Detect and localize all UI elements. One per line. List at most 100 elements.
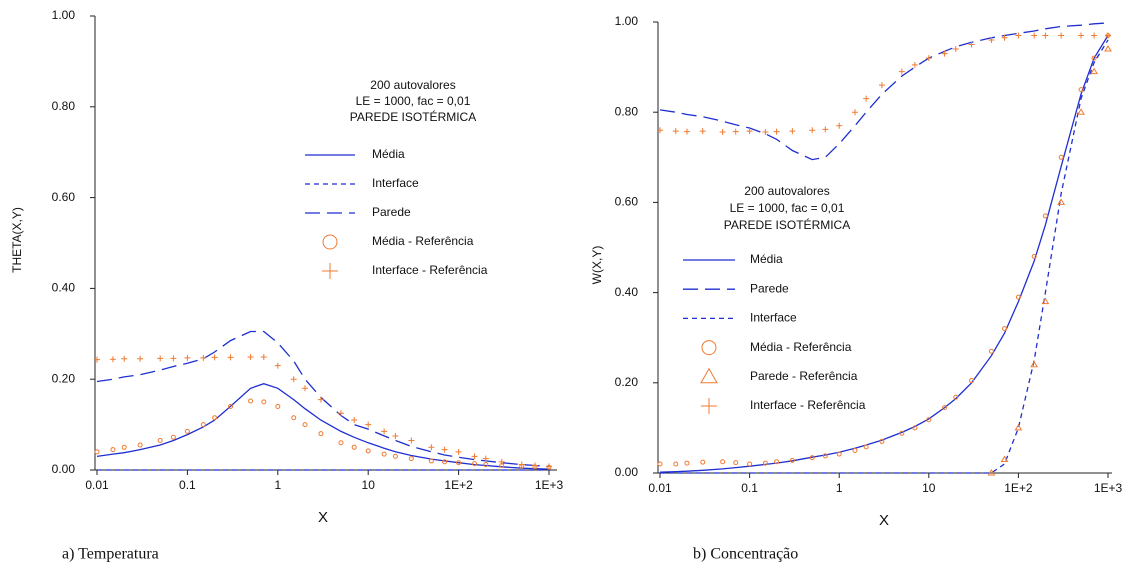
x-tick-label: 1 <box>836 481 843 495</box>
marker-circle <box>381 451 387 457</box>
marker-plus <box>518 461 525 468</box>
series-line <box>96 383 550 470</box>
marker-circle <box>789 457 795 463</box>
marker-plus <box>941 50 948 57</box>
marker-plus <box>952 46 959 53</box>
series-line <box>659 22 1109 161</box>
marker-circle <box>1015 294 1021 300</box>
y-tick-label: 1.00 <box>615 14 639 28</box>
marker-circle <box>1078 87 1084 93</box>
x-tick-label: 0.01 <box>648 481 672 495</box>
marker-plus <box>121 355 128 362</box>
legend-label: Média - Referência <box>372 234 474 248</box>
x-tick-label: 0.1 <box>179 478 196 492</box>
marker-circle <box>1031 254 1037 260</box>
marker-circle <box>988 348 994 354</box>
marker-plus <box>546 463 552 470</box>
caption: b) Concentração <box>693 546 798 563</box>
marker-plus <box>1091 32 1098 39</box>
legend-symbol <box>322 263 338 279</box>
marker-plus <box>925 55 932 62</box>
y-tick-label: 0.40 <box>615 285 639 299</box>
marker-circle <box>852 447 858 453</box>
annotation: LE = 1000, fac = 0,01 <box>356 94 471 108</box>
legend-label: Interface <box>750 311 797 325</box>
legend-symbol <box>701 398 717 414</box>
marker-circle <box>1002 326 1008 332</box>
x-tick-label: 10 <box>922 481 936 495</box>
marker-circle <box>94 449 100 455</box>
marker-plus <box>789 128 796 135</box>
marker-plus <box>365 421 372 428</box>
marker-circle <box>110 447 116 453</box>
marker-plus <box>471 453 478 460</box>
legend-label: Média <box>372 147 405 161</box>
marker-plus <box>732 128 739 135</box>
marker-circle <box>212 415 218 421</box>
marker-plus <box>719 129 726 136</box>
annotation: PAREDE ISOTÉRMICA <box>724 217 850 232</box>
marker-plus <box>498 458 505 465</box>
marker-circle <box>275 403 281 409</box>
marker-plus <box>482 455 489 462</box>
marker-circle <box>184 428 190 434</box>
marker-circle <box>912 425 918 431</box>
marker-plus <box>184 354 191 361</box>
marker-circle <box>762 460 768 466</box>
y-tick-label: 0.20 <box>615 375 639 389</box>
marker-circle <box>822 453 828 459</box>
x-tick-label: 1E+3 <box>1094 481 1123 495</box>
marker-circle <box>157 437 163 443</box>
marker-plus <box>809 127 816 134</box>
marker-plus <box>227 354 234 361</box>
marker-circle <box>302 422 308 428</box>
legend-label: Parede <box>372 205 411 219</box>
y-tick-label: 0.00 <box>615 465 639 479</box>
marker-plus <box>274 362 281 369</box>
x-axis-label: X <box>318 509 328 526</box>
marker-triangle <box>1030 360 1039 368</box>
marker-circle <box>261 399 267 405</box>
marker-plus <box>1078 32 1085 39</box>
marker-circle <box>318 431 324 437</box>
marker-triangle <box>1000 455 1009 462</box>
marker-circle <box>720 459 726 465</box>
marker-plus <box>1105 32 1111 39</box>
marker-plus <box>1031 32 1038 39</box>
marker-plus <box>1015 32 1022 39</box>
marker-triangle <box>1041 297 1050 305</box>
marker-plus <box>337 410 344 417</box>
legend-label: Interface - Referência <box>372 263 488 277</box>
marker-circle <box>170 434 176 440</box>
marker-plus <box>531 462 538 469</box>
series-line <box>660 39 1109 474</box>
legend-symbol <box>322 234 338 250</box>
marker-circle <box>248 398 254 404</box>
marker-circle <box>228 403 234 409</box>
marker-plus <box>455 448 462 455</box>
marker-plus <box>109 356 116 363</box>
marker-circle <box>456 460 462 466</box>
marker-plus <box>683 128 690 135</box>
marker-triangle <box>1077 108 1085 115</box>
marker-plus <box>200 354 207 361</box>
marker-circle <box>392 453 398 459</box>
x-tick-label: 0.1 <box>741 481 758 495</box>
marker-plus <box>878 82 885 89</box>
marker-plus <box>317 396 324 403</box>
legend-symbol <box>700 367 718 384</box>
marker-circle <box>1058 154 1064 160</box>
marker-circle <box>408 456 414 462</box>
marker-circle <box>953 394 959 400</box>
series-line <box>96 330 550 468</box>
marker-plus <box>898 68 905 75</box>
marker-plus <box>381 428 388 435</box>
marker-plus <box>746 128 753 135</box>
series-line <box>659 35 1109 473</box>
marker-plus <box>773 128 780 135</box>
marker-circle <box>428 458 434 464</box>
marker-plus <box>441 446 448 453</box>
marker-plus <box>1042 32 1049 39</box>
x-tick-label: 10 <box>362 478 376 492</box>
x-tick-label: 1E+2 <box>444 478 473 492</box>
